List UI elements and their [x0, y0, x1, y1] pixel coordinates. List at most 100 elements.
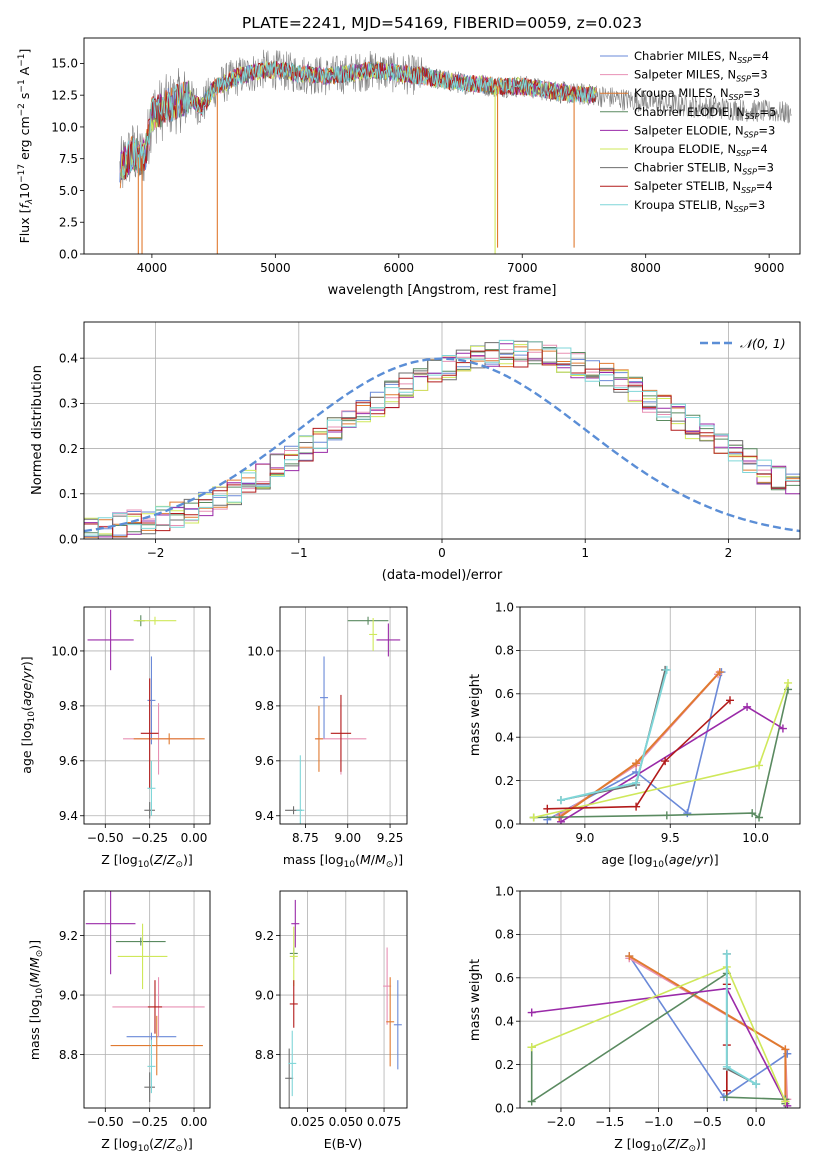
weight-marker — [781, 1045, 790, 1054]
weight-marker — [527, 1097, 536, 1106]
x-tick-label: −1.5 — [595, 1115, 624, 1129]
x-tick-label: 0.025 — [290, 1115, 324, 1129]
y-tick-label: 9.6 — [255, 754, 274, 768]
panel-mass_weight_vs_age: 9.0 9.5 10.0 0.0 0.2 0.4 0.6 0.8 1.0 age [log10(a… — [468, 600, 801, 870]
errorbar-point — [369, 617, 378, 651]
y-tick-label: 0.8 — [495, 928, 514, 942]
plot-area — [285, 616, 401, 824]
spectrum-model-line — [120, 60, 597, 179]
weight-marker — [781, 1097, 790, 1106]
spectrum-model-line — [121, 61, 597, 180]
weight-marker — [755, 761, 764, 770]
y-tick-label: 10.0 — [51, 120, 78, 134]
y-tick-label: 2.5 — [59, 216, 78, 230]
weight-marker — [722, 1086, 731, 1095]
errorbar-point — [330, 694, 352, 772]
panel-residuals: −2 −1 0 1 2 0.0 0.1 0.2 0.3 0.4 𝒩(0, 1) (data-model… — [30, 321, 801, 583]
y-tick-label: 9.4 — [255, 809, 274, 823]
weight-marker — [632, 759, 641, 768]
errorbar-point — [147, 656, 156, 745]
errorbar-point — [291, 899, 300, 948]
legend-label: Chabrier MILES, NSSP=4 — [634, 49, 769, 65]
weight-marker — [529, 813, 538, 822]
y-tick-label: 0.0 — [495, 1101, 514, 1115]
y-axis-label: age [log10(age/yr)] — [19, 656, 37, 773]
x-tick-label: 8000 — [630, 261, 661, 275]
plot-area — [527, 949, 792, 1108]
panel-mass_vs_EBV: 0.025 0.050 0.075 8.8 9.0 9.2 E(B-V) — [255, 890, 408, 1151]
y-tick-label: 9.6 — [59, 754, 78, 768]
y-tick-label: 0.6 — [495, 687, 514, 701]
errorbar-point — [85, 891, 136, 975]
weight-line — [547, 699, 731, 810]
x-tick-label: 0.050 — [329, 1115, 363, 1129]
x-tick-label: 0 — [438, 546, 446, 560]
y-tick-label: 0.6 — [495, 971, 514, 985]
errorbar-point — [133, 616, 177, 625]
x-axis-label: wavelength [Angstrom, rest frame] — [328, 283, 557, 298]
legend-label: Chabrier STELIB, NSSP=3 — [634, 161, 774, 177]
axes-frame — [519, 606, 801, 825]
y-tick-label: 7.5 — [59, 152, 78, 166]
legend-label: Chabrier ELODIE, NSSP=5 — [634, 105, 776, 121]
x-tick-label: 9.5 — [661, 831, 680, 845]
y-axis-label: mass weight — [468, 674, 483, 756]
errorbar-point — [147, 760, 156, 816]
panel-age_vs_mass: 8.75 9.00 9.25 9.4 9.6 9.8 10.0 mass [log10(M/M… — [247, 606, 408, 870]
panel-mass_vs_Z: −0.50 −0.25 0.00 8.8 9.0 9.2 Z [log10(Z/Z⊙)] ma… — [27, 890, 211, 1154]
x-tick-label: −1 — [290, 546, 308, 560]
errorbar-point — [147, 1039, 156, 1094]
weight-marker — [632, 778, 641, 787]
x-axis-label: Z [log10(Z/Z⊙)] — [101, 852, 193, 870]
errorbar-point — [144, 802, 155, 819]
plot-area — [87, 609, 205, 819]
axes-frame — [279, 890, 408, 1109]
x-tick-label: 7000 — [507, 261, 538, 275]
axes-frame — [83, 890, 211, 1109]
x-tick-label: 0.0 — [747, 1115, 766, 1129]
y-tick-label: 1.0 — [495, 600, 514, 614]
y-tick-label: 0.3 — [59, 397, 78, 411]
y-tick-label: 0.2 — [495, 774, 514, 788]
x-axis-label: age [log10(age/yr)] — [601, 852, 718, 870]
plot-area — [285, 899, 402, 1108]
panel-age_vs_Z: −0.50 −0.25 0.00 9.4 9.6 9.8 10.0 Z [log10(Z/Z⊙… — [19, 606, 211, 870]
weight-marker — [683, 809, 692, 818]
legend-label: Kroupa ELODIE, NSSP=4 — [634, 142, 768, 158]
y-tick-label: 10.0 — [51, 644, 78, 658]
axes-frame — [83, 37, 801, 255]
weight-marker — [662, 665, 671, 674]
axes-frame — [519, 890, 801, 1109]
weight-marker — [722, 1062, 731, 1071]
x-axis-label: mass [log10(M/M⊙)] — [283, 852, 403, 870]
x-tick-label: −2 — [147, 546, 165, 560]
x-tick-label: −0.50 — [87, 1115, 124, 1129]
errorbar-point — [126, 1032, 177, 1041]
y-tick-label: 12.5 — [51, 88, 78, 102]
weight-marker — [661, 757, 670, 766]
errorbar-point — [147, 980, 163, 1034]
weight-marker — [722, 949, 731, 958]
axes-frame — [279, 606, 408, 825]
y-tick-label: 9.8 — [59, 699, 78, 713]
weight-marker — [632, 802, 641, 811]
errorbar-point — [117, 923, 168, 990]
residual-histogram — [84, 341, 800, 539]
panel-mass_weight_vs_Z: −2.0 −1.5 −1.0 −0.5 0.0 0.0 0.2 0.4 0.6 0.8 1.0 Z [… — [468, 884, 801, 1154]
weight-marker — [784, 678, 793, 687]
legend-label: 𝒩(0, 1) — [740, 336, 786, 351]
errorbar-point — [87, 609, 134, 671]
x-tick-label: 9000 — [754, 261, 785, 275]
weight-marker — [743, 702, 752, 711]
plot-area — [119, 49, 792, 254]
weight-marker — [726, 696, 734, 705]
errorbar-point — [144, 1072, 155, 1103]
weight-marker — [625, 952, 634, 961]
weight-marker — [527, 1043, 536, 1052]
x-tick-label: −2.0 — [546, 1115, 575, 1129]
y-tick-label: 0.0 — [59, 247, 78, 261]
x-tick-label: 5000 — [260, 261, 291, 275]
errorbar-point — [288, 1030, 297, 1097]
weight-marker — [543, 804, 552, 813]
